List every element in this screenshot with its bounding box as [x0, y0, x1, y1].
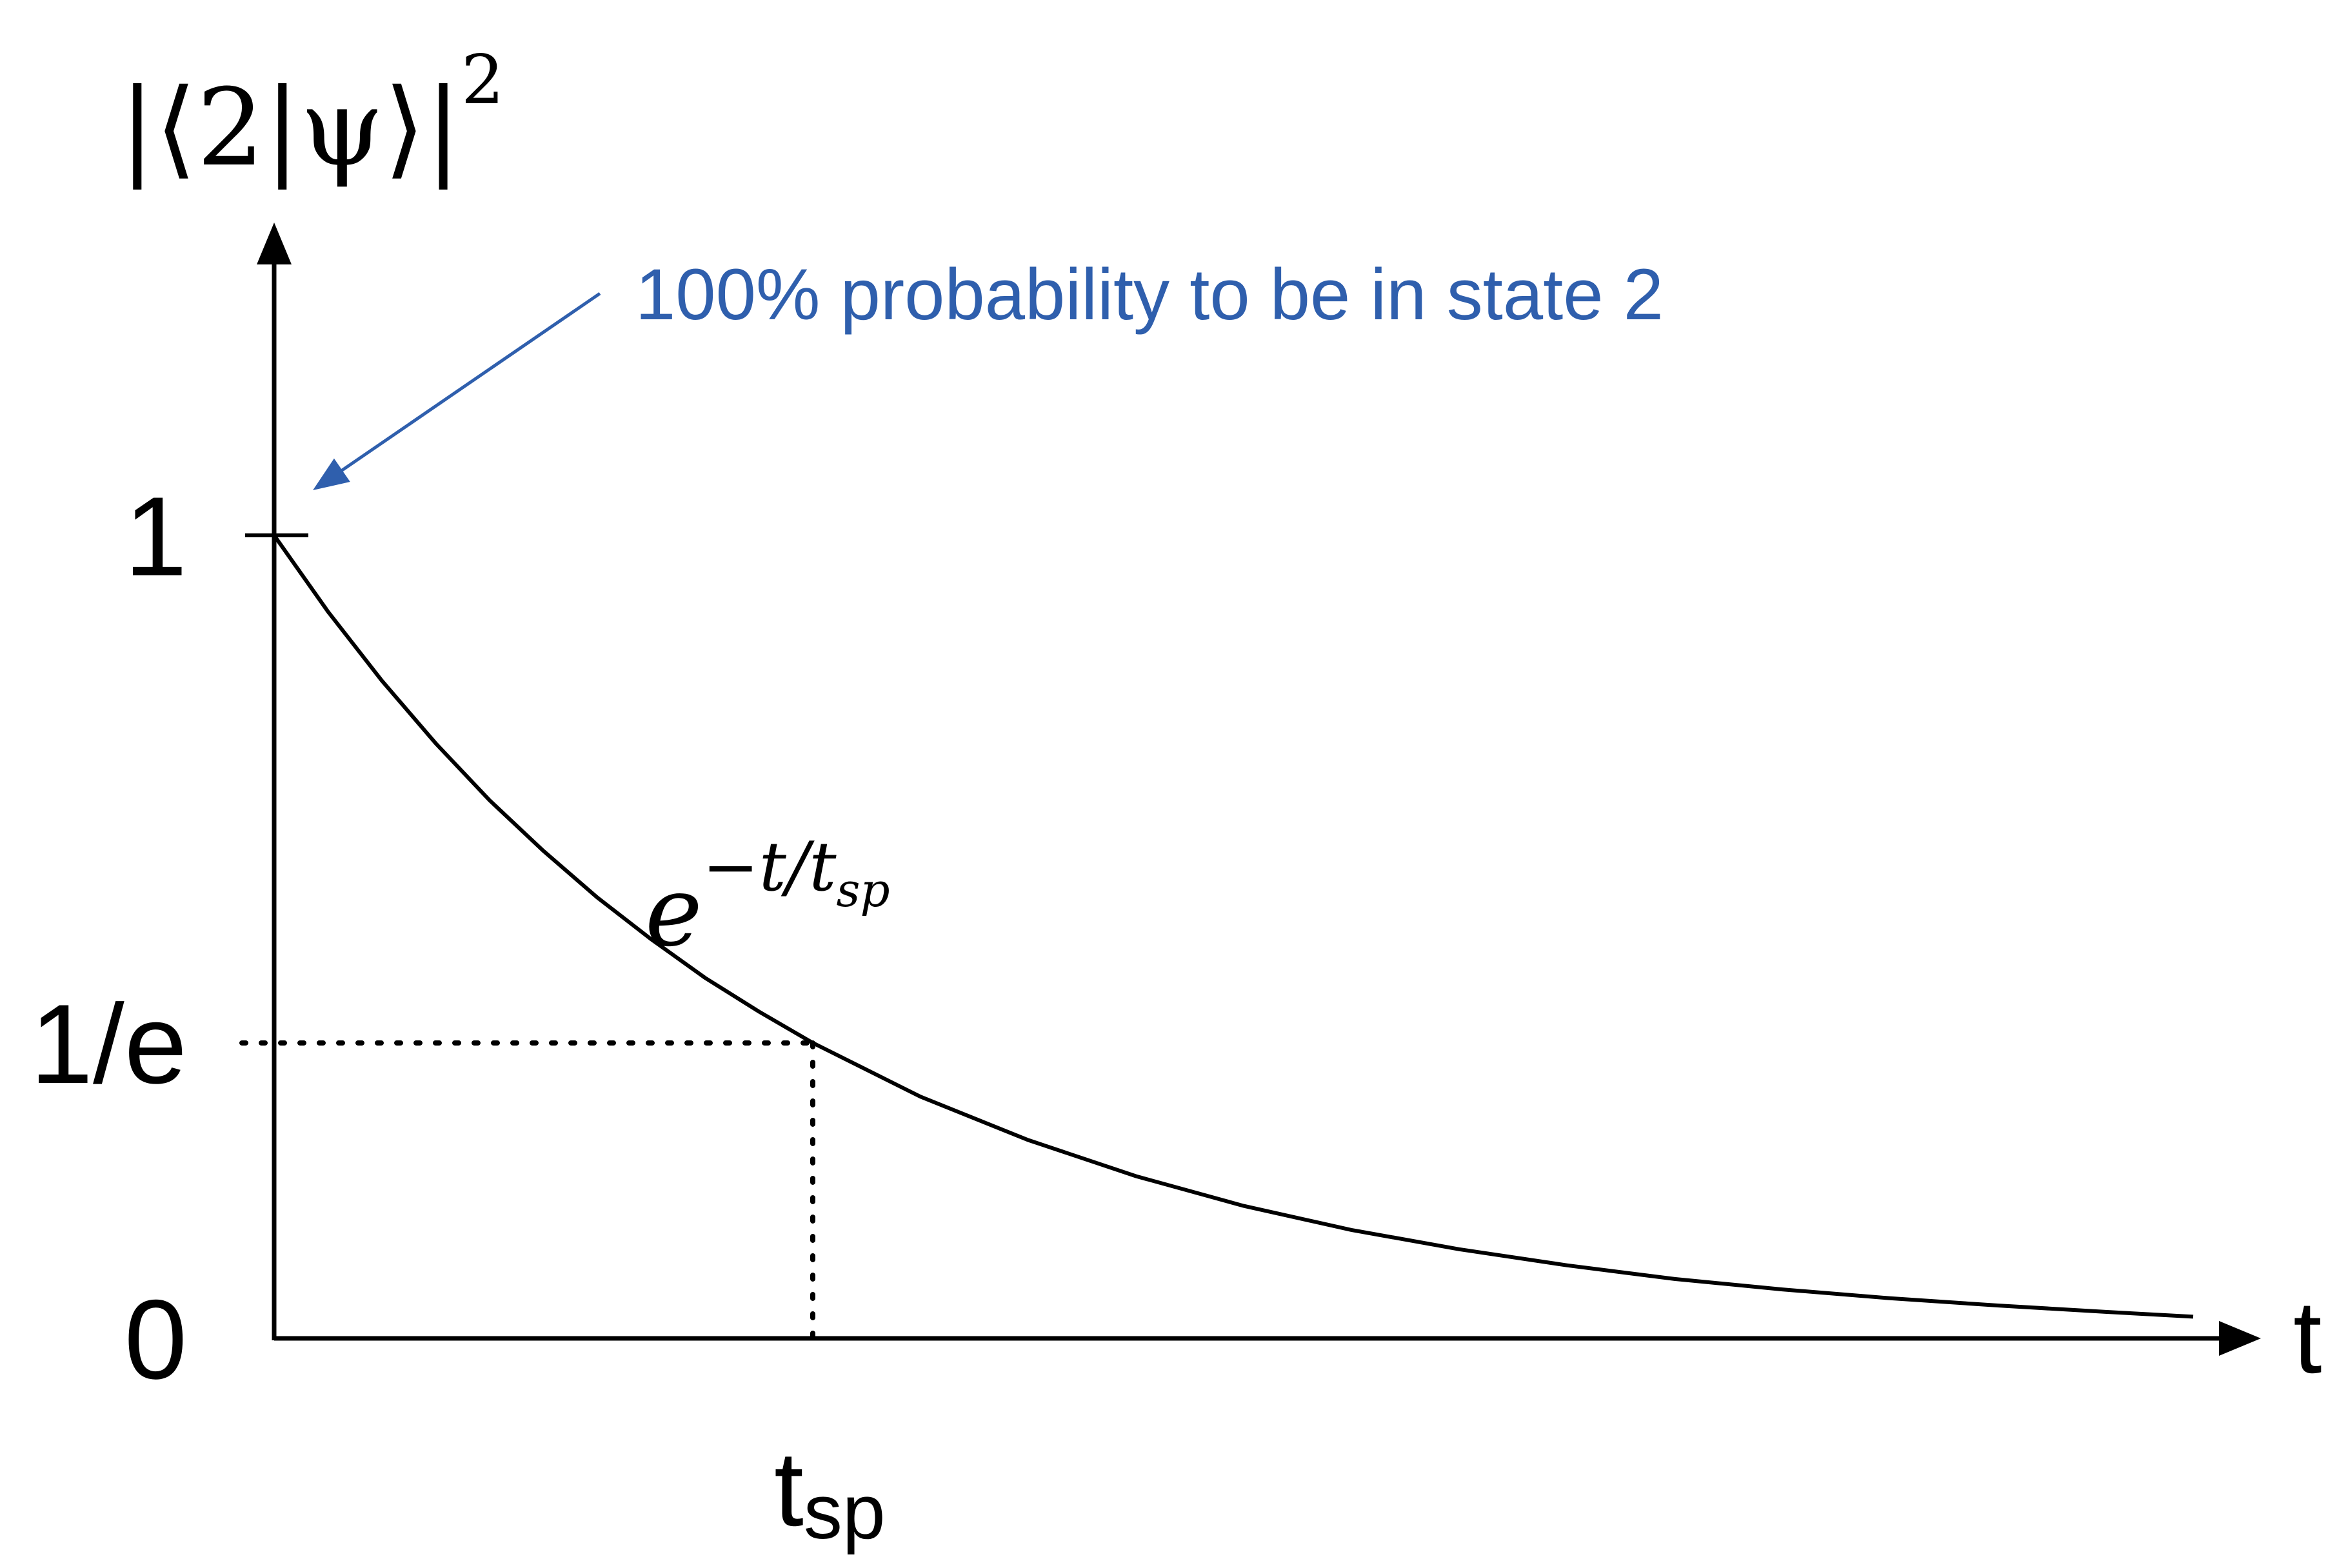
x-ticks: tsp [774, 1429, 886, 1555]
y-axis-arrowhead [257, 223, 292, 264]
x-tick-label: tsp [774, 1429, 886, 1555]
formula-base: e [645, 856, 702, 968]
y-ticks: 1 1/e 0 [30, 474, 308, 1403]
y-axis-label: |⟨2|ψ⟩|2 [119, 41, 504, 190]
formula-exponent: −t/t [702, 828, 837, 906]
formula-exponent-subscript: sp [837, 863, 890, 917]
y-tick-label: 1/e [30, 982, 187, 1107]
annotation-arrow-line [328, 292, 601, 481]
annotation: 100% probability to be in state 2 [313, 254, 1664, 490]
reference-lines [239, 1040, 815, 1341]
y-tick-label: 1 [124, 474, 187, 600]
x-tick-label-base: t [774, 1429, 804, 1548]
y-axis-label-base: |⟨2|ψ⟩| [119, 66, 461, 190]
annotation-arrowhead [313, 458, 350, 490]
x-axis-label: t [2293, 1279, 2322, 1394]
y-axis-label-superscript: 2 [461, 41, 504, 119]
x-axis-arrowhead [2219, 1321, 2261, 1356]
x-tick-label-subscript: sp [804, 1469, 886, 1555]
annotation-text: 100% probability to be in state 2 [635, 254, 1664, 335]
decay-curve [272, 534, 2194, 1319]
curve-formula-label: e−t/tsp [645, 828, 890, 968]
y-tick-label: 0 [124, 1277, 187, 1403]
